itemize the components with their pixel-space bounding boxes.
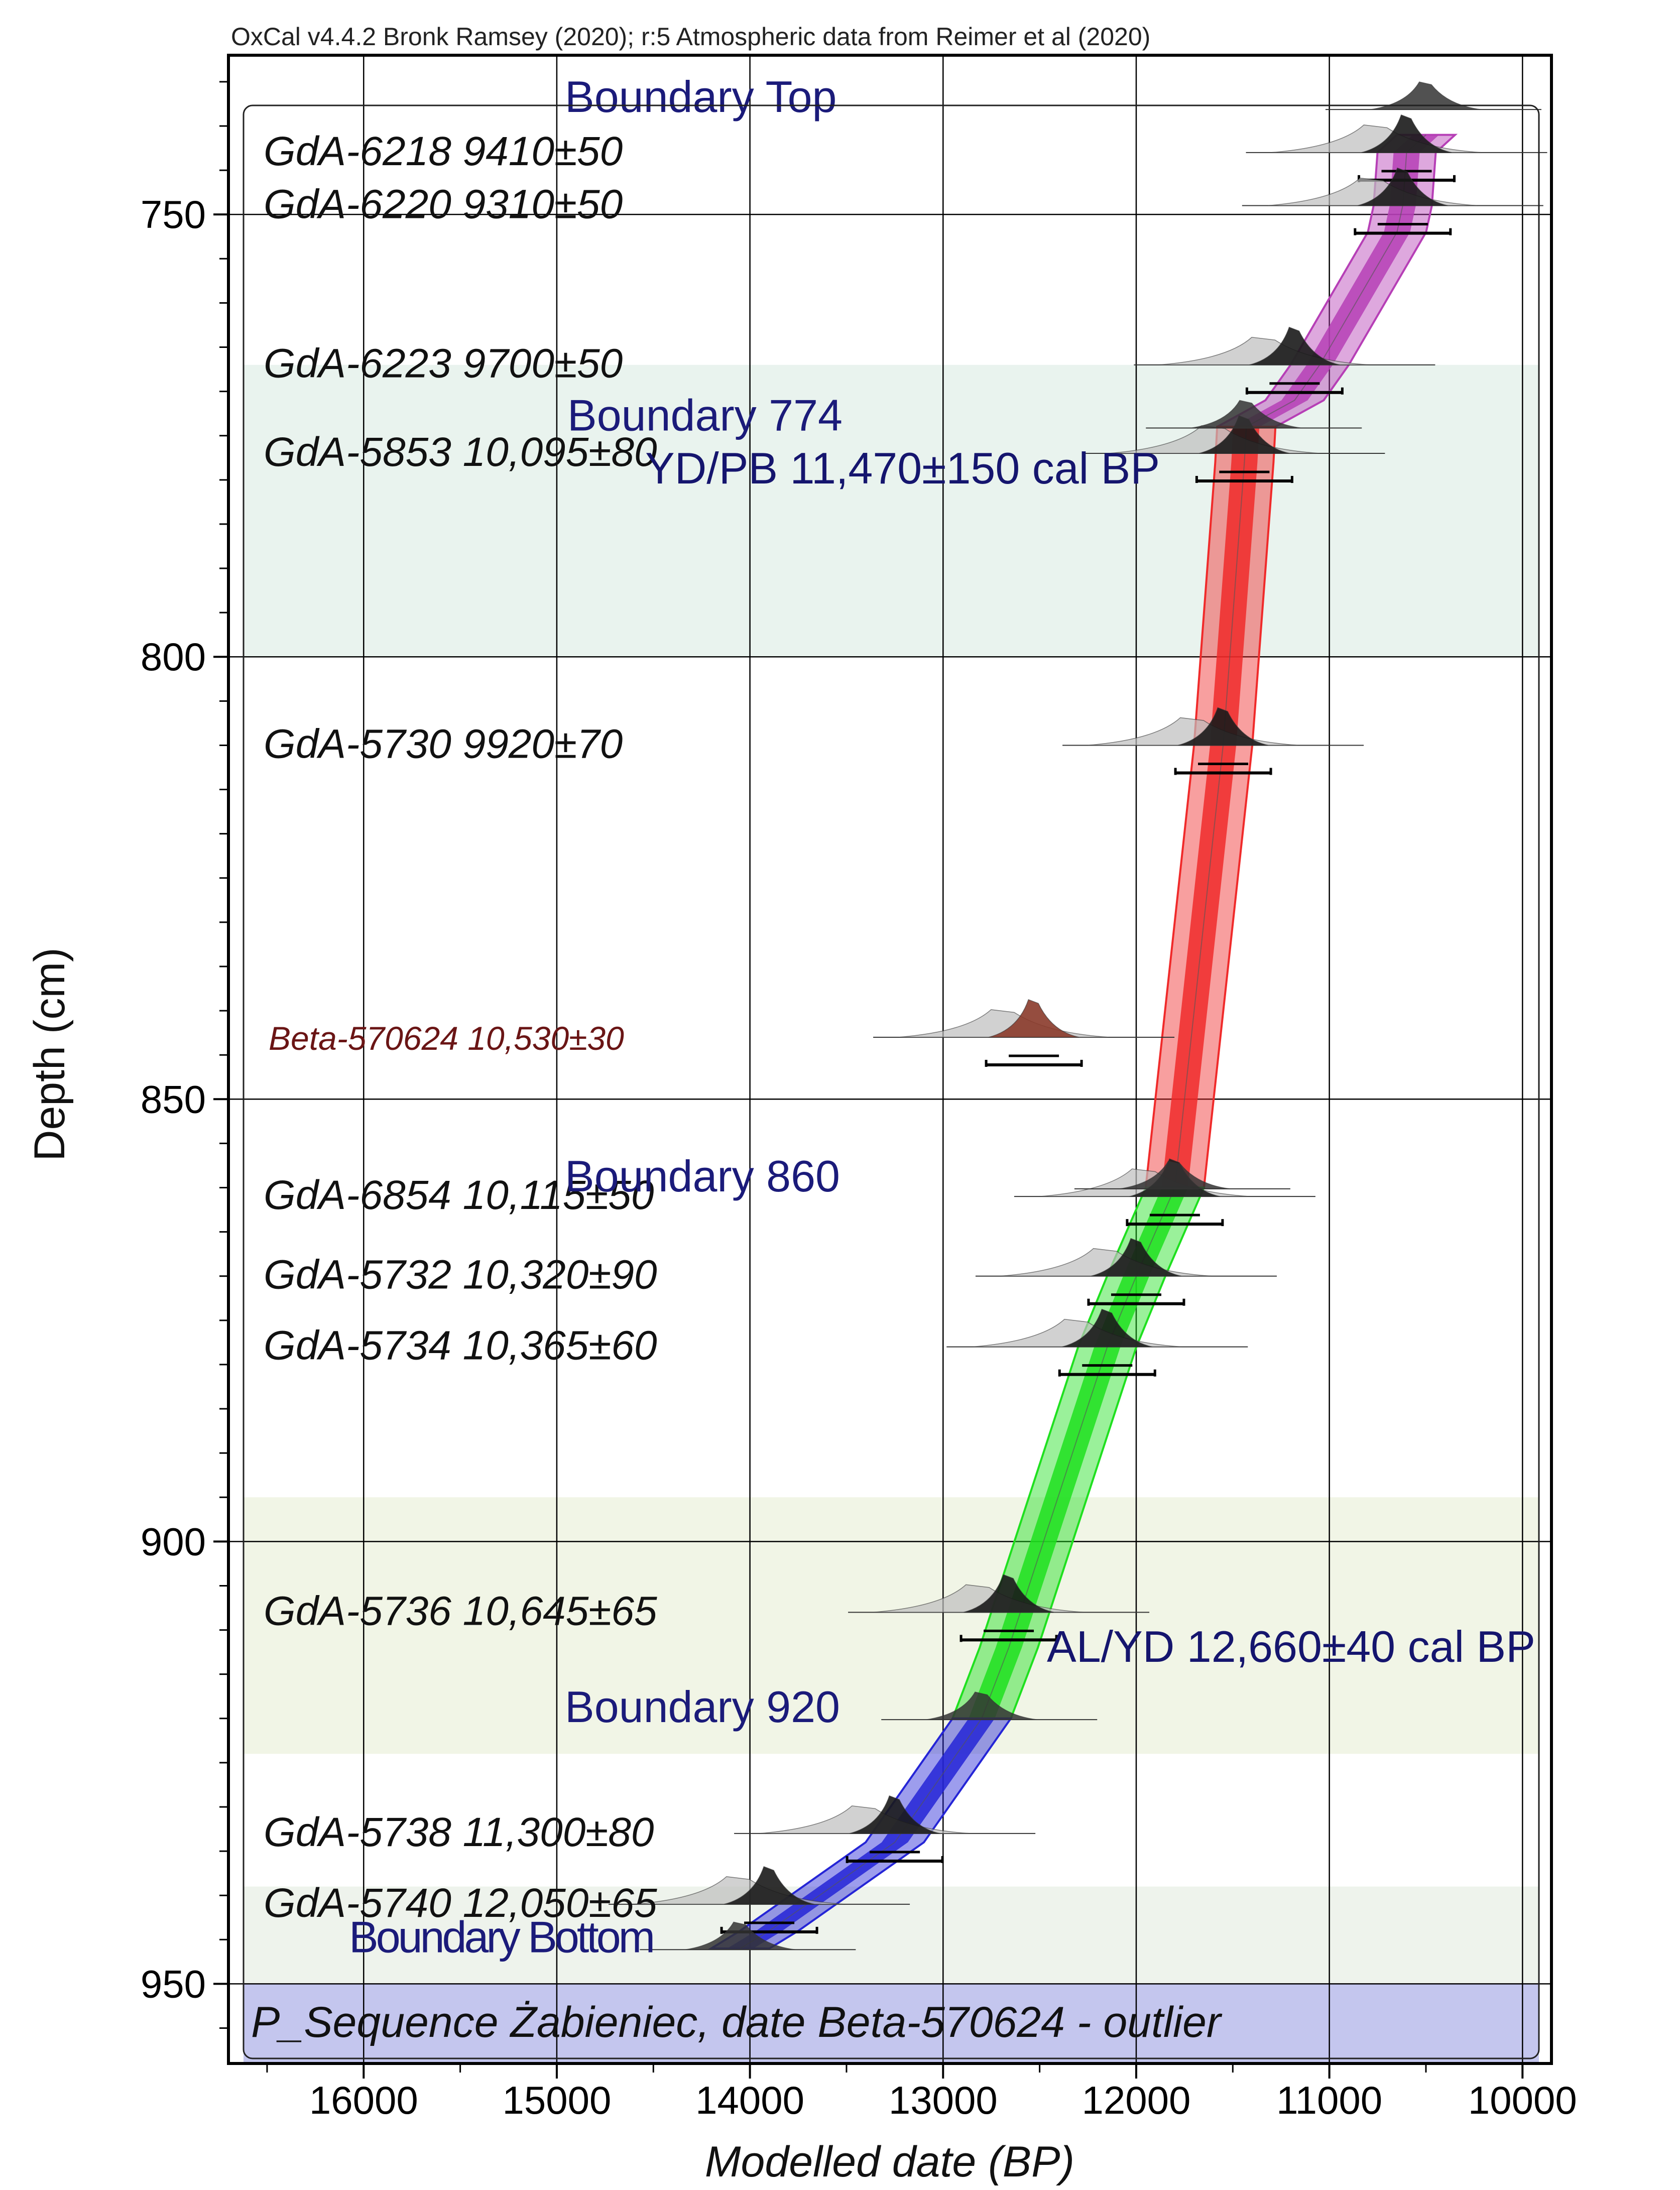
background-band-1 — [244, 1497, 1539, 1754]
boundary-label-1: Boundary 774 — [567, 390, 843, 440]
y-tick-label-900: 900 — [141, 1519, 206, 1563]
posterior-distribution-1 — [1357, 167, 1448, 206]
boundary-distribution-1 — [1191, 400, 1302, 429]
sample-label-2: GdA-6223 9700±50 — [264, 341, 623, 387]
sequence-envelope-inner-3 — [727, 1718, 995, 1949]
sequence-frame — [243, 104, 1540, 2059]
sample-label-4: GdA-5730 9920±70 — [264, 721, 623, 767]
posterior-distribution-8 — [1062, 1308, 1153, 1348]
background-band-0 — [244, 364, 1539, 657]
sequence-envelopes — [707, 134, 1458, 1950]
x-tick-label-10000: 10000 — [1468, 2078, 1577, 2122]
y-tick-label-950: 950 — [141, 1962, 206, 2006]
axis-ticks: 16000 15000 14000 13000 12000 11000 10000 750 80… — [141, 81, 1577, 2122]
sample-label-6: GdA-6854 10,115±50 — [264, 1172, 654, 1218]
x-tick-label-14000: 14000 — [695, 2078, 804, 2122]
sample-label-11: GdA-5740 12,050±65 — [264, 1880, 657, 1926]
x-tick-label-12000: 12000 — [1082, 2078, 1191, 2122]
boundary-label-0: Boundary Top — [565, 72, 836, 121]
sample-label-10: GdA-5738 11,300±80 — [264, 1809, 654, 1855]
x-tick-label-15000: 15000 — [502, 2078, 611, 2122]
boundary-label-2: Boundary 860 — [565, 1151, 840, 1201]
sample-label-8: GdA-5734 10,365±60 — [264, 1323, 657, 1369]
boundary-distribution-0 — [1370, 81, 1482, 110]
y-tick-label-850: 850 — [141, 1077, 206, 1121]
posterior-distribution-2 — [1249, 326, 1340, 366]
sequence-footer-label: P_Sequence Żabieniec, date Beta-570624 -… — [251, 1998, 1223, 2046]
x-tick-label-13000: 13000 — [889, 2078, 998, 2122]
posterior-distribution-7 — [1091, 1238, 1182, 1277]
annotation-al-yd: AL/YD 12,660±40 cal BP — [1047, 1622, 1535, 1671]
chart-labels: OxCal v4.4.2 Bronk Ramsey (2020); r:5 At… — [26, 23, 1535, 2186]
sequence-envelope-inner-0 — [1233, 135, 1439, 427]
y-tick-label-750: 750 — [141, 192, 206, 236]
sample-label-5: Beta-570624 10,530±30 — [269, 1020, 624, 1057]
sample-label-9: GdA-5736 10,645±65 — [264, 1588, 657, 1634]
y-axis-label: Depth (cm) — [26, 947, 74, 1161]
probability-distributions — [609, 81, 1547, 1951]
x-tick-label-16000: 16000 — [309, 2078, 418, 2122]
boundary-label-3: Boundary 920 — [565, 1682, 840, 1732]
boundary-distribution-4 — [685, 1921, 796, 1951]
boundary-distribution-3 — [926, 1691, 1037, 1720]
y-tick-label-800: 800 — [141, 635, 206, 679]
background-band-2 — [244, 1886, 1539, 1984]
sample-label-7: GdA-5732 10,320±90 — [264, 1252, 657, 1298]
background-band-3 — [244, 1984, 1539, 2063]
boundary-label-4: Boundary Bottom — [349, 1912, 655, 1962]
posterior-distribution-10 — [849, 1795, 940, 1834]
sample-label-1: GdA-6220 9310±50 — [264, 182, 623, 227]
posterior-distribution-0 — [1361, 114, 1452, 153]
grid-lines — [228, 55, 1551, 2063]
posterior-distribution-4 — [1177, 707, 1269, 746]
boundary-distribution-2 — [1119, 1161, 1230, 1189]
posterior-distribution-5 — [988, 999, 1079, 1038]
background-bands — [244, 364, 1539, 2063]
chart-header: OxCal v4.4.2 Bronk Ramsey (2020); r:5 At… — [231, 23, 1150, 51]
x-axis-label: Modelled date (BP) — [705, 2138, 1074, 2186]
sequence-envelope-inner-2 — [969, 1187, 1188, 1719]
plot-frame — [227, 54, 1553, 2065]
posterior-distribution-11 — [724, 1866, 815, 1905]
sample-label-0: GdA-6218 9410±50 — [264, 129, 623, 174]
posterior-distribution-9 — [963, 1574, 1054, 1613]
x-tick-label-11000: 11000 — [1276, 2078, 1382, 2122]
annotation-yd-pb: YD/PB 11,470±150 cal BP — [645, 443, 1160, 493]
sample-label-3: GdA-5853 10,095±80 — [264, 429, 657, 475]
sequence-envelope-inner-1 — [1161, 427, 1260, 1188]
